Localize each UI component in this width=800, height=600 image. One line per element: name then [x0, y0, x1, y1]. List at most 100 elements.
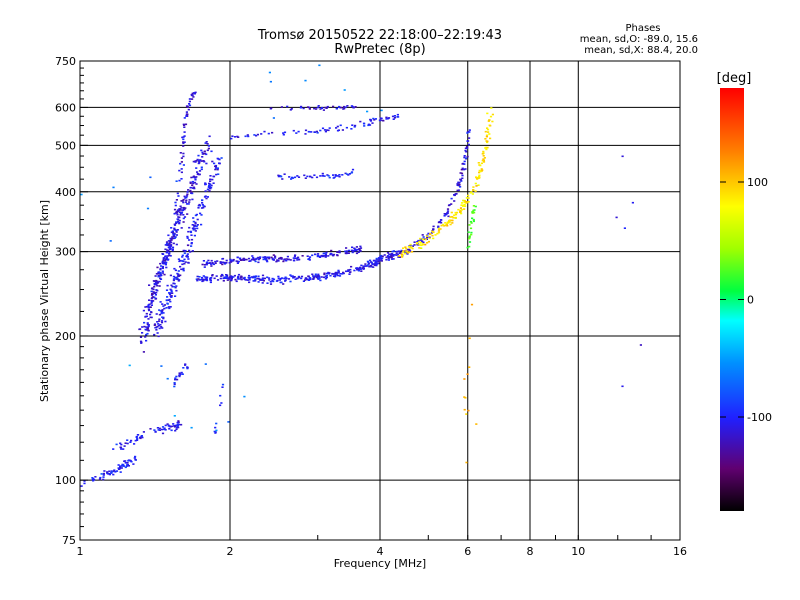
echo-point — [136, 434, 139, 436]
echo-point — [147, 329, 150, 332]
echo-point — [201, 203, 204, 206]
echo-point — [406, 253, 409, 255]
echo-point — [222, 277, 225, 280]
echo-point — [159, 301, 162, 303]
echo-point — [257, 258, 260, 261]
echo-point — [304, 79, 307, 82]
echo-point — [176, 423, 180, 426]
echo-point — [168, 298, 171, 301]
echo-point — [176, 213, 179, 216]
echo-point — [180, 171, 183, 174]
echo-point — [184, 261, 187, 263]
echo-point — [183, 131, 186, 133]
echo-point — [150, 316, 153, 319]
echo-point — [221, 386, 224, 388]
echo-point — [182, 141, 185, 143]
echo-point — [320, 107, 323, 109]
echo-point — [170, 284, 173, 287]
echo-point — [177, 280, 180, 282]
echo-point — [342, 272, 345, 275]
echo-point — [230, 259, 234, 262]
echo-point — [482, 158, 485, 160]
echo-point — [382, 119, 385, 122]
echo-point — [102, 476, 105, 478]
echo-point — [482, 161, 486, 163]
echo-point — [325, 251, 328, 254]
echo-point — [267, 256, 271, 259]
echo-point — [198, 279, 201, 281]
echo-point — [313, 131, 316, 133]
echo-point — [144, 306, 147, 308]
echo-point — [144, 336, 147, 338]
echo-point — [233, 274, 236, 277]
echo-point — [213, 430, 216, 433]
echo-point — [401, 251, 405, 253]
echo-point — [159, 278, 163, 280]
echo-point — [91, 477, 94, 479]
echo-point — [132, 463, 135, 465]
echo-point — [230, 261, 233, 263]
echo-point — [153, 296, 156, 299]
echo-point — [173, 212, 176, 215]
echo-point — [425, 235, 429, 237]
echo-point — [468, 245, 471, 248]
echo-point — [169, 288, 172, 291]
echo-point — [171, 285, 174, 288]
echo-point — [257, 275, 260, 278]
echo-point — [142, 309, 145, 312]
echo-point — [159, 273, 162, 276]
echo-point — [119, 446, 122, 449]
echo-point — [485, 135, 488, 138]
echo-point — [113, 469, 116, 471]
echo-point — [208, 187, 212, 190]
echo-point — [353, 269, 356, 272]
echo-point — [174, 378, 177, 381]
echo-point — [292, 129, 295, 132]
echo-point — [192, 92, 195, 94]
echo-point — [402, 247, 405, 249]
echo-point — [325, 276, 328, 279]
echo-point — [172, 233, 175, 236]
echo-point — [448, 221, 451, 223]
echo-point — [323, 273, 326, 276]
echo-point — [353, 249, 356, 252]
echo-point — [277, 277, 280, 280]
echo-point — [134, 455, 137, 458]
echo-point — [459, 207, 463, 209]
echo-point — [338, 174, 341, 176]
echo-point — [183, 135, 186, 137]
echo-point — [261, 282, 264, 284]
echo-point — [345, 270, 348, 273]
echo-point — [315, 275, 318, 277]
echo-point — [484, 147, 487, 149]
echo-point — [200, 214, 203, 216]
echo-point — [200, 278, 203, 281]
echo-point — [389, 255, 392, 258]
echo-point — [463, 408, 466, 411]
echo-point — [158, 313, 161, 316]
echo-point — [168, 242, 171, 244]
echo-point — [236, 260, 239, 263]
echo-point — [286, 255, 289, 258]
echo-point — [343, 105, 346, 108]
echo-point — [186, 366, 189, 369]
echo-point — [185, 111, 188, 113]
echo-point — [180, 168, 183, 170]
echo-point — [211, 274, 214, 277]
echo-point — [359, 245, 362, 248]
echo-point — [164, 263, 167, 266]
echo-point — [332, 273, 335, 275]
echo-point — [292, 257, 295, 259]
echo-point — [332, 174, 335, 176]
echo-point — [124, 462, 127, 464]
echo-point — [136, 437, 139, 440]
echo-point — [157, 272, 160, 275]
echo-point — [175, 289, 178, 292]
echo-point — [156, 427, 159, 429]
echo-point — [465, 202, 468, 204]
echo-point — [243, 276, 246, 279]
echo-point — [419, 237, 422, 240]
echo-point — [150, 297, 153, 300]
echo-point — [287, 278, 291, 280]
echo-point — [174, 201, 177, 204]
